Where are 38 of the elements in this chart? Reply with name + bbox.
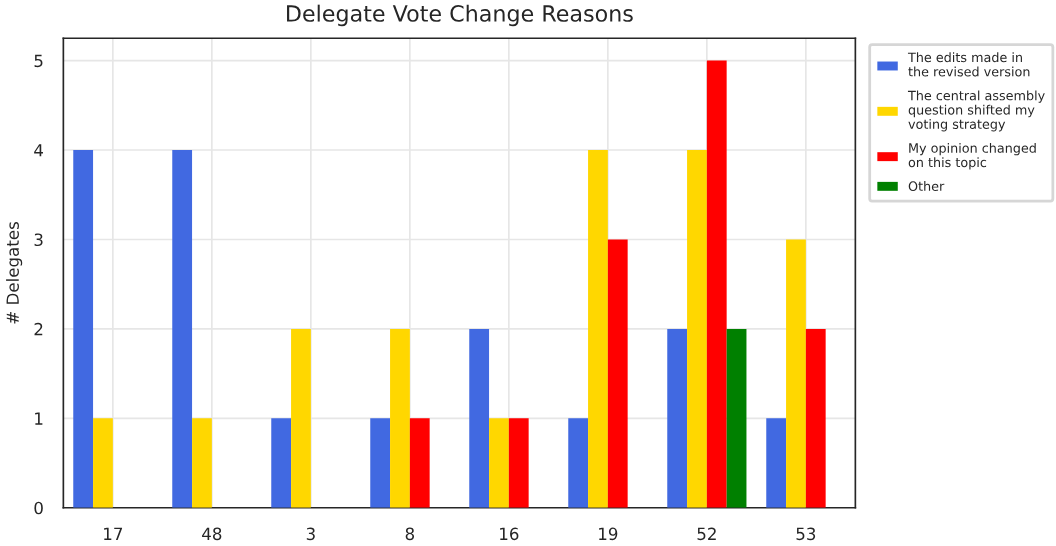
bar — [706, 60, 727, 508]
bar — [390, 328, 410, 508]
bar — [192, 418, 212, 508]
bar — [588, 150, 608, 508]
y-axis-title: # Delegates — [6, 222, 23, 324]
bar — [568, 418, 589, 508]
bar — [667, 328, 688, 508]
x-tick-label: 53 — [796, 527, 816, 541]
y-tick-label: 1 — [35, 412, 43, 425]
chart-title: Delegate Vote Change Reasons — [287, 4, 633, 27]
bar — [370, 418, 391, 508]
x-tick-label: 19 — [599, 527, 618, 541]
bar — [786, 239, 806, 508]
x-tick-label: 48 — [202, 527, 222, 541]
y-tick-label: 4 — [34, 144, 43, 157]
bar — [469, 328, 490, 508]
bar — [409, 418, 430, 508]
bar — [687, 150, 707, 508]
x-tick-label: 8 — [405, 527, 415, 541]
bar — [172, 150, 193, 508]
x-tick-label: 16 — [500, 527, 519, 541]
bar — [93, 418, 113, 508]
bar — [73, 150, 94, 508]
bar — [726, 328, 747, 508]
x-tick-label: 52 — [697, 527, 716, 541]
bar — [508, 418, 529, 508]
y-tick-label: 0 — [34, 501, 43, 515]
y-tick-label: 5 — [34, 54, 43, 68]
bar — [489, 418, 509, 508]
bar — [607, 239, 628, 508]
bar — [291, 328, 311, 508]
y-tick-label: 2 — [34, 322, 43, 336]
bar — [766, 418, 787, 508]
x-tick-label: 17 — [104, 527, 123, 540]
x-tick-label: 3 — [306, 527, 315, 541]
bar — [805, 328, 826, 508]
bar — [271, 418, 292, 508]
y-tick-label: 3 — [34, 233, 43, 247]
